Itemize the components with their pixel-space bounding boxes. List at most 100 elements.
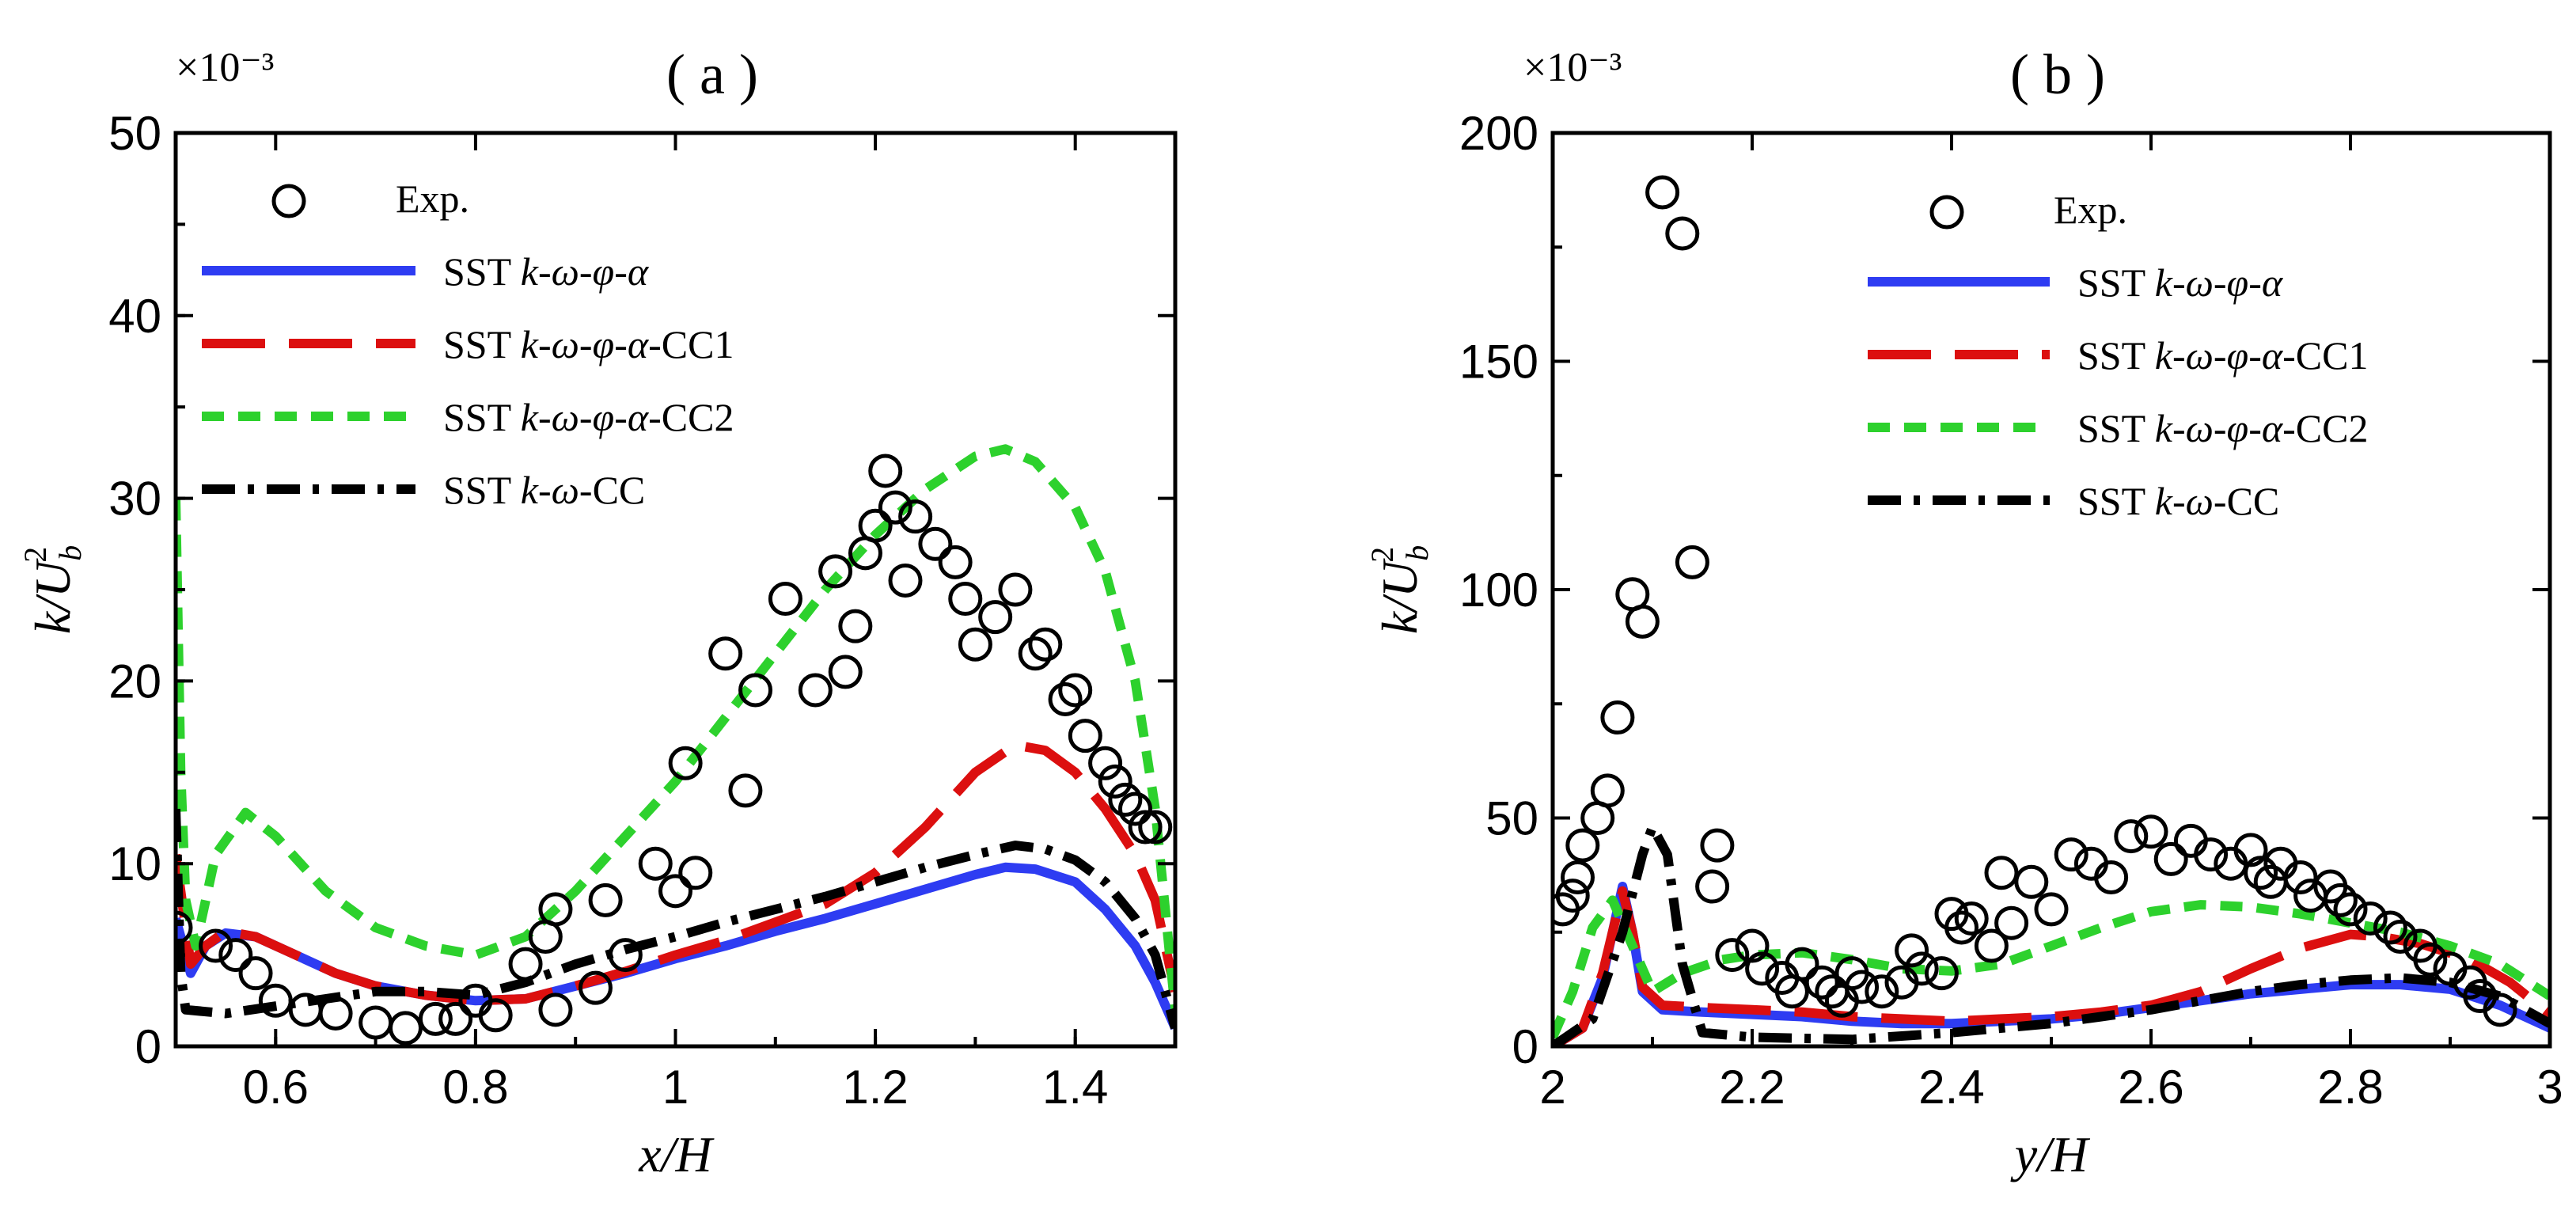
series-line-4 xyxy=(1553,822,2550,1046)
legend-marker xyxy=(271,184,306,218)
exp-point xyxy=(1944,910,1979,945)
exp-point xyxy=(1625,604,1660,639)
exp-point xyxy=(898,499,933,534)
axis-multiplier: ×10⁻³ xyxy=(1523,45,1622,90)
exp-point xyxy=(1700,828,1735,863)
exp-point xyxy=(1565,828,1600,863)
y-tick-label: 10 xyxy=(108,837,161,890)
exp-point xyxy=(1675,545,1709,579)
x-tick-label: 2.2 xyxy=(1719,1061,1785,1114)
exp-point xyxy=(1048,681,1083,716)
exp-point xyxy=(1555,879,1590,913)
exp-point xyxy=(1695,869,1730,904)
panel-title: ( b ) xyxy=(2010,43,2105,106)
y-tick-label: 100 xyxy=(1459,564,1538,617)
exp-point xyxy=(2194,837,2229,872)
x-tick-label: 1 xyxy=(662,1061,689,1114)
exp-point xyxy=(998,572,1033,607)
exp-point xyxy=(2094,860,2129,895)
legend-label: SST k-ω-CC xyxy=(443,468,645,512)
exp-point xyxy=(1590,773,1625,808)
exp-point xyxy=(2383,920,2418,955)
exp-point xyxy=(2014,864,2049,899)
exp-point xyxy=(538,892,573,927)
exp-point xyxy=(1117,791,1152,826)
exp-point xyxy=(199,928,233,963)
y-tick-label: 50 xyxy=(1485,792,1538,845)
exp-point xyxy=(538,993,573,1027)
exp-point xyxy=(878,490,912,525)
exp-point xyxy=(2153,841,2188,876)
exp-point xyxy=(2283,860,2318,895)
legend-label: SST k-ω-φ-α-CC1 xyxy=(2077,333,2368,378)
exp-point xyxy=(218,938,253,973)
y-tick-label: 40 xyxy=(108,290,161,343)
legend-label: SST k-ω-φ-α-CC2 xyxy=(443,395,734,439)
x-tick-label: 0.8 xyxy=(442,1061,508,1114)
exp-point xyxy=(828,655,863,689)
exp-point xyxy=(1645,175,1680,210)
x-tick-label: 2 xyxy=(1539,1061,1565,1114)
exp-point xyxy=(1924,956,1959,991)
exp-point xyxy=(918,526,953,561)
legend-label: Exp. xyxy=(396,176,469,221)
legend-label: SST k-ω-φ-α xyxy=(2077,260,2284,305)
exp-point xyxy=(1018,636,1053,671)
exp-point xyxy=(1994,905,2029,940)
y-tick-label: 50 xyxy=(108,107,161,160)
exp-point xyxy=(1088,746,1123,780)
x-tick-label: 1.4 xyxy=(1042,1061,1108,1114)
x-tick-label: 2.8 xyxy=(2317,1061,2383,1114)
y-axis-title: k/Ub2 xyxy=(1364,545,1435,634)
exp-point xyxy=(1665,216,1700,251)
exp-point xyxy=(1715,938,1750,973)
exp-point xyxy=(818,554,853,589)
exp-point xyxy=(668,746,703,780)
legend-label: SST k-ω-CC xyxy=(2077,479,2279,523)
exp-point xyxy=(1974,928,2009,963)
y-tick-label: 150 xyxy=(1459,336,1538,389)
exp-point xyxy=(958,627,992,662)
exp-point xyxy=(1138,810,1173,845)
x-axis-title: x/H xyxy=(638,1126,715,1182)
exp-point xyxy=(2034,892,2069,927)
plot-area xyxy=(176,444,1175,1046)
exp-point xyxy=(868,454,903,488)
x-tick-label: 3 xyxy=(2536,1061,2563,1114)
exp-point xyxy=(798,673,833,708)
exp-point xyxy=(838,609,873,643)
series-line-2 xyxy=(176,740,1175,1006)
y-tick-label: 200 xyxy=(1459,107,1538,160)
exp-point xyxy=(638,846,673,881)
exp-point xyxy=(2413,942,2448,977)
x-tick-label: 2.4 xyxy=(1918,1061,1984,1114)
exp-point xyxy=(2353,901,2388,936)
legend-label: SST k-ω-φ-α xyxy=(443,249,650,294)
exp-point xyxy=(1785,947,1819,981)
exp-point xyxy=(1804,965,1839,1000)
plot-frame xyxy=(1550,131,2552,1049)
exp-point xyxy=(1865,974,1899,1009)
exp-point xyxy=(2114,819,2149,854)
series-line-4 xyxy=(176,808,1175,1030)
exp-point xyxy=(658,874,692,909)
exp-point xyxy=(1068,719,1102,753)
exp-point xyxy=(288,993,323,1027)
exp-point xyxy=(938,545,973,579)
series-line-3 xyxy=(1553,895,2550,1039)
exp-point xyxy=(948,582,983,617)
chart-panel-b: 2 2.2 2.4 2.6 2.8 3 0 50 100 150 200 ( b ) ×10⁻³ y/H k… xyxy=(1364,43,2563,1182)
exp-point xyxy=(388,1011,423,1046)
exp-point xyxy=(978,600,1013,635)
chart-panel-a: 0.6 0.8 1 1.2 1.4 0 10 20 30 40 50 ( a ) ×10⁻³ x/H k/U… xyxy=(17,43,1178,1182)
exp-point xyxy=(2483,993,2517,1027)
exp-point xyxy=(508,947,543,981)
exp-point xyxy=(1600,700,1635,735)
exp-point xyxy=(1984,856,2019,890)
exp-point xyxy=(608,938,643,973)
exp-point xyxy=(1735,928,1770,963)
legend-marker xyxy=(1929,195,1964,230)
exp-point xyxy=(1895,933,1929,968)
x-axis-title: y/H xyxy=(2010,1126,2091,1182)
exp-point xyxy=(478,998,513,1033)
